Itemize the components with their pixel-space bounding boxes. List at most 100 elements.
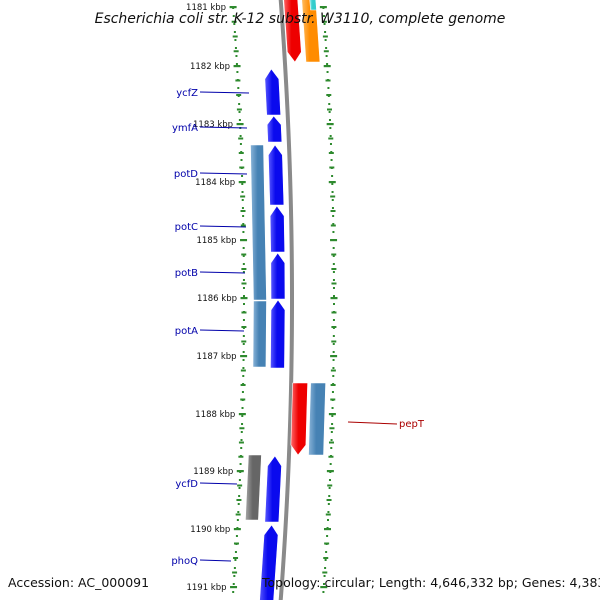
inner-ruler-dot xyxy=(236,519,239,521)
gene-block-potC[interactable] xyxy=(269,205,286,253)
inner-minor-tick xyxy=(237,484,243,487)
outer-ruler-dot xyxy=(328,479,331,481)
inner-ruler-dot xyxy=(242,343,245,345)
outer-tick-mark xyxy=(330,355,338,358)
inner-ruler-dot xyxy=(241,191,244,193)
accession-text: Accession: AC_000091 xyxy=(8,575,149,590)
gene-block-teal-top[interactable] xyxy=(309,0,317,11)
inner-ruler-dot xyxy=(240,439,243,441)
outer-minor-tick xyxy=(331,282,337,285)
inner-minor-tick xyxy=(241,282,247,285)
inner-ruler-dot xyxy=(237,87,240,89)
outer-ruler-dot xyxy=(329,143,332,145)
gene-block-steel-outer[interactable] xyxy=(308,382,326,456)
gene-block-pepT[interactable] xyxy=(290,382,308,456)
leader-line xyxy=(199,482,238,485)
inner-ruler-dot xyxy=(233,575,236,577)
outer-ruler-dot xyxy=(328,495,331,497)
outer-minor-tick xyxy=(322,571,328,574)
inner-minor-tick xyxy=(236,108,242,111)
outer-tick-mark xyxy=(330,239,338,242)
gene-block-potB[interactable] xyxy=(270,252,286,300)
outer-ruler-dot xyxy=(323,23,326,25)
outer-ruler-dot xyxy=(331,391,334,393)
inner-ruler-dot xyxy=(242,223,245,225)
inner-ruler-dot xyxy=(242,335,245,337)
inner-ruler-dot xyxy=(235,63,238,65)
gene-label[interactable]: potB xyxy=(175,268,198,279)
inner-tick-mark xyxy=(233,528,241,531)
outer-ruler-dot xyxy=(327,503,330,505)
gene-label[interactable]: ycfZ xyxy=(176,88,198,99)
backbone-curve xyxy=(278,0,294,600)
inner-ruler-dot xyxy=(233,567,236,569)
outer-minor-tick xyxy=(325,513,331,516)
gene-block-pot-operon-upper[interactable] xyxy=(250,144,267,301)
leader-line xyxy=(347,421,398,425)
outer-tick-mark xyxy=(328,181,336,184)
gene-block-orange-top[interactable] xyxy=(301,0,321,63)
outer-ruler-dot xyxy=(329,135,332,137)
inner-ruler-dot xyxy=(242,231,245,233)
outer-ruler-dot xyxy=(332,287,335,289)
gene-block-pot-operon-lower[interactable] xyxy=(252,300,267,368)
gene-label[interactable]: pepT xyxy=(399,419,425,430)
outer-ruler-dot xyxy=(331,175,334,177)
inner-minor-tick xyxy=(238,441,244,444)
gene-label[interactable]: potA xyxy=(175,326,198,337)
gene-label[interactable]: phoQ xyxy=(171,556,198,567)
gene-label[interactable]: ymfA xyxy=(172,123,198,134)
outer-ruler-dot xyxy=(332,319,335,321)
outer-minor-tick xyxy=(330,195,336,198)
gene-block-ycfZ[interactable] xyxy=(264,68,282,116)
outer-ruler-dot xyxy=(332,359,335,361)
leader-line xyxy=(199,91,250,94)
inner-ruler-dot xyxy=(240,159,243,161)
outer-ruler-dot xyxy=(322,583,325,585)
outer-ruler-dot xyxy=(332,335,335,337)
gene-label[interactable]: potC xyxy=(175,222,198,233)
inner-ruler-dot xyxy=(239,135,242,137)
outer-tick-mark xyxy=(320,586,328,589)
outer-ruler-dot xyxy=(326,535,329,537)
leader-line xyxy=(199,329,245,332)
outer-minor-tick xyxy=(328,152,334,154)
inner-minor-tick xyxy=(236,94,242,96)
outer-minor-tick xyxy=(330,210,336,212)
outer-ruler-dot xyxy=(331,407,334,409)
outer-ruler-dot xyxy=(332,215,335,217)
gene-block-ymfA[interactable] xyxy=(266,115,283,143)
gene-block-ycfD[interactable] xyxy=(264,455,282,523)
gene-block-gray[interactable] xyxy=(245,454,262,521)
inner-ruler-dot xyxy=(238,119,241,121)
outer-minor-tick xyxy=(326,499,332,501)
outer-ruler-dot xyxy=(332,367,335,369)
gene-label[interactable]: potD xyxy=(174,169,198,180)
inner-minor-tick xyxy=(232,35,238,38)
leader-line xyxy=(199,225,247,228)
gene-label-leaders xyxy=(199,91,398,562)
inner-minor-tick xyxy=(240,384,246,386)
inner-ruler-dot xyxy=(242,351,245,353)
inner-minor-tick xyxy=(238,152,244,154)
inner-ruler-dot xyxy=(242,279,245,281)
outer-ruler-dot xyxy=(330,447,333,449)
outer-minor-tick xyxy=(330,369,336,372)
gene-block-phoQ[interactable] xyxy=(259,524,279,600)
outer-ruler-dot xyxy=(332,231,335,233)
inner-ruler-dot xyxy=(242,255,245,257)
leader-line xyxy=(199,559,232,562)
gene-block-potD[interactable] xyxy=(268,144,285,206)
outer-ruler-dot xyxy=(328,111,331,113)
inner-ruler-dot xyxy=(232,583,235,585)
gene-block-red-top[interactable] xyxy=(283,0,302,63)
outer-ruler-dot xyxy=(332,279,335,281)
inner-ruler-dot xyxy=(238,495,241,497)
gene-label[interactable]: ycfD xyxy=(175,479,198,490)
gene-block-potA[interactable] xyxy=(270,299,286,369)
outer-tick-mark xyxy=(326,470,334,473)
inner-tick-mark xyxy=(240,297,248,300)
inner-ruler-dot xyxy=(242,271,245,273)
inner-tick-mark xyxy=(233,65,241,68)
outer-tick-mark xyxy=(330,297,338,300)
